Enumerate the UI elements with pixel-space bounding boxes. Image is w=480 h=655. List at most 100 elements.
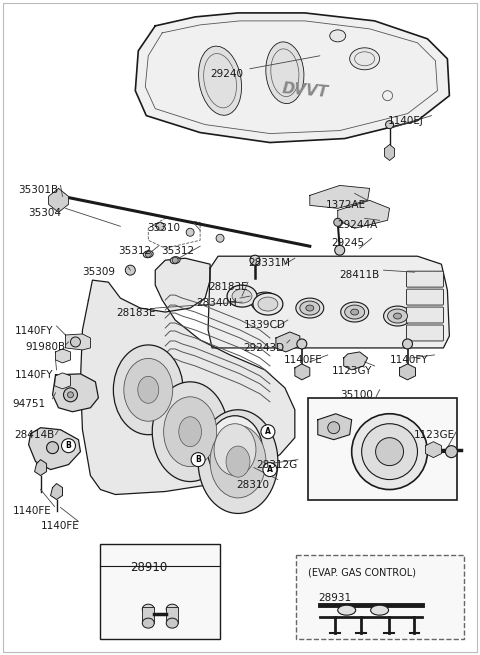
Polygon shape xyxy=(56,349,71,363)
Text: 28931: 28931 xyxy=(318,593,351,603)
Circle shape xyxy=(297,339,307,349)
Ellipse shape xyxy=(345,305,365,319)
Text: 28312G: 28312G xyxy=(256,460,297,470)
Text: 1140FE: 1140FE xyxy=(12,506,51,517)
Text: 1140FY: 1140FY xyxy=(390,355,428,365)
Polygon shape xyxy=(52,374,98,412)
Polygon shape xyxy=(384,145,395,160)
Text: 29240: 29240 xyxy=(210,69,243,79)
Circle shape xyxy=(361,424,418,479)
Ellipse shape xyxy=(166,618,178,628)
Ellipse shape xyxy=(387,309,408,323)
Ellipse shape xyxy=(351,309,359,315)
Polygon shape xyxy=(338,200,390,229)
Polygon shape xyxy=(276,332,300,352)
Ellipse shape xyxy=(255,295,275,309)
Text: 35312: 35312 xyxy=(161,246,194,256)
Circle shape xyxy=(61,439,75,453)
Ellipse shape xyxy=(170,257,180,264)
Circle shape xyxy=(352,414,428,489)
Polygon shape xyxy=(295,364,310,380)
Polygon shape xyxy=(344,352,368,370)
Ellipse shape xyxy=(144,251,153,258)
Text: 94751: 94751 xyxy=(12,399,46,409)
Text: (EVAP. GAS CONTROL): (EVAP. GAS CONTROL) xyxy=(308,567,416,577)
Circle shape xyxy=(156,222,164,231)
Polygon shape xyxy=(29,428,81,470)
Text: 35312: 35312 xyxy=(119,246,152,256)
Circle shape xyxy=(334,218,342,226)
Circle shape xyxy=(328,422,340,434)
Polygon shape xyxy=(81,258,295,495)
Text: 35100: 35100 xyxy=(340,390,372,400)
Ellipse shape xyxy=(142,618,154,628)
Text: B: B xyxy=(195,455,201,464)
Ellipse shape xyxy=(341,302,369,322)
Circle shape xyxy=(63,388,77,402)
Text: B: B xyxy=(66,441,72,450)
Ellipse shape xyxy=(226,446,250,477)
Circle shape xyxy=(335,245,345,255)
Ellipse shape xyxy=(261,299,269,305)
Circle shape xyxy=(47,441,59,454)
Text: 1140FE: 1140FE xyxy=(284,355,323,365)
Text: 1140EJ: 1140EJ xyxy=(387,116,423,126)
Text: A: A xyxy=(265,427,271,436)
Ellipse shape xyxy=(251,292,279,312)
Ellipse shape xyxy=(207,416,263,483)
FancyBboxPatch shape xyxy=(100,544,220,639)
Text: 35310: 35310 xyxy=(147,223,180,233)
Text: A: A xyxy=(267,465,273,474)
Circle shape xyxy=(250,255,260,265)
Ellipse shape xyxy=(296,298,324,318)
Ellipse shape xyxy=(384,306,411,326)
Circle shape xyxy=(263,462,277,477)
Ellipse shape xyxy=(210,425,266,498)
FancyBboxPatch shape xyxy=(308,398,457,500)
Ellipse shape xyxy=(166,604,178,614)
FancyBboxPatch shape xyxy=(407,289,444,305)
FancyBboxPatch shape xyxy=(407,325,444,341)
Ellipse shape xyxy=(350,48,380,69)
Text: 28910: 28910 xyxy=(130,561,168,574)
Text: 28414B: 28414B xyxy=(15,430,55,440)
Ellipse shape xyxy=(330,30,346,42)
Text: 28310: 28310 xyxy=(236,479,269,489)
Ellipse shape xyxy=(232,289,252,303)
Ellipse shape xyxy=(300,301,320,315)
Polygon shape xyxy=(55,373,71,389)
Polygon shape xyxy=(318,414,352,440)
Ellipse shape xyxy=(214,424,256,476)
Ellipse shape xyxy=(164,397,216,466)
Ellipse shape xyxy=(179,417,202,447)
Polygon shape xyxy=(50,483,62,500)
Text: 28183E: 28183E xyxy=(208,282,248,292)
Circle shape xyxy=(145,252,151,257)
Text: 91980B: 91980B xyxy=(25,342,66,352)
Text: 1123GE: 1123GE xyxy=(413,430,455,440)
Circle shape xyxy=(403,339,412,349)
Circle shape xyxy=(385,121,394,128)
Polygon shape xyxy=(208,256,449,348)
Circle shape xyxy=(125,265,135,275)
Circle shape xyxy=(376,438,404,466)
Text: 1140FY: 1140FY xyxy=(15,326,53,336)
Text: 35301B: 35301B xyxy=(19,185,59,195)
Polygon shape xyxy=(135,13,449,143)
Circle shape xyxy=(68,392,73,398)
FancyBboxPatch shape xyxy=(407,271,444,287)
FancyBboxPatch shape xyxy=(142,607,154,623)
Text: DVVT: DVVT xyxy=(281,81,329,100)
Circle shape xyxy=(71,337,81,347)
Ellipse shape xyxy=(394,313,402,319)
Polygon shape xyxy=(35,460,47,476)
Ellipse shape xyxy=(138,377,159,403)
Circle shape xyxy=(445,445,457,458)
Text: 35304: 35304 xyxy=(29,208,61,218)
Ellipse shape xyxy=(198,410,278,514)
Ellipse shape xyxy=(258,297,278,311)
Ellipse shape xyxy=(227,285,257,307)
Polygon shape xyxy=(65,334,90,350)
Ellipse shape xyxy=(371,605,389,615)
Text: 1123GY: 1123GY xyxy=(332,366,372,376)
